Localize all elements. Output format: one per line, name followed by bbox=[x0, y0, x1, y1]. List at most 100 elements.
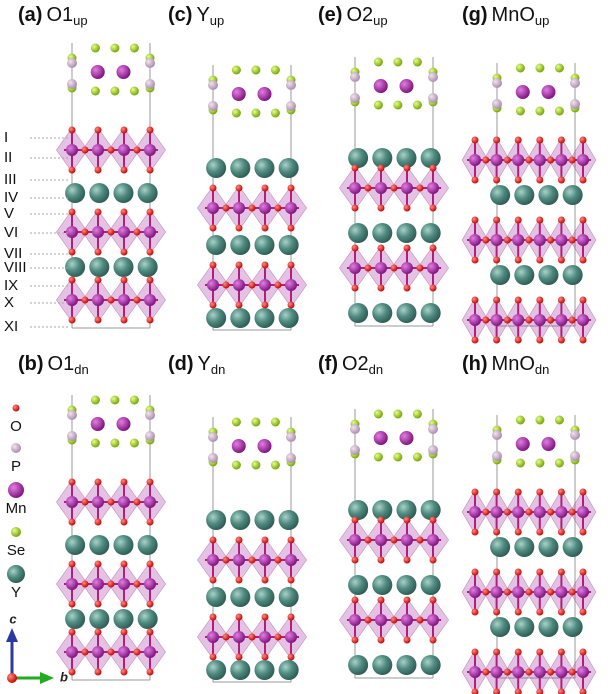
panel-title: (h)MnOdn bbox=[462, 353, 549, 377]
se-atom bbox=[535, 416, 544, 425]
o-atom bbox=[210, 654, 217, 661]
o-atom bbox=[515, 529, 522, 536]
p-atom bbox=[570, 430, 580, 440]
o-atom bbox=[262, 654, 269, 661]
o-atom bbox=[134, 229, 141, 236]
o-atom bbox=[121, 669, 128, 676]
o-atom bbox=[288, 302, 295, 309]
o-atom bbox=[210, 302, 217, 309]
o-atom bbox=[378, 597, 385, 604]
panel-title: (a)O1up bbox=[18, 4, 88, 28]
panel-label: (h) bbox=[462, 353, 488, 375]
mn-atom bbox=[512, 666, 524, 678]
legend-label: P bbox=[11, 458, 21, 475]
se-atom bbox=[413, 101, 422, 110]
mn-atom bbox=[233, 554, 245, 566]
se-atom bbox=[232, 418, 241, 427]
mn-atom bbox=[374, 431, 388, 445]
o-atom bbox=[288, 614, 295, 621]
y-atom bbox=[113, 183, 133, 203]
mn-atom bbox=[491, 586, 503, 598]
y-atom bbox=[279, 235, 299, 255]
panel-subscript: up bbox=[373, 13, 387, 28]
p-atom bbox=[286, 432, 296, 442]
mn-atom bbox=[555, 154, 567, 166]
se-atom bbox=[91, 87, 100, 96]
se-atom bbox=[232, 66, 241, 75]
y-atom bbox=[348, 303, 368, 323]
o-atom bbox=[223, 634, 230, 641]
o-atom bbox=[580, 569, 587, 576]
o-atom bbox=[526, 509, 533, 516]
mn-atom bbox=[207, 279, 219, 291]
o-atom bbox=[430, 205, 437, 212]
o-atom bbox=[580, 529, 587, 536]
se-atom bbox=[516, 107, 525, 116]
o-atom bbox=[352, 557, 359, 564]
o-atom bbox=[493, 649, 500, 656]
o-atom bbox=[275, 634, 282, 641]
y-atom bbox=[89, 257, 109, 277]
se-atom bbox=[110, 439, 119, 448]
o-atom bbox=[121, 561, 128, 568]
se-atom bbox=[110, 396, 119, 405]
o-atom bbox=[69, 317, 76, 324]
y-atom bbox=[65, 609, 85, 629]
o-atom bbox=[275, 205, 282, 212]
mn-atom bbox=[92, 496, 104, 508]
mn-atom bbox=[66, 646, 78, 658]
o-atom bbox=[236, 302, 243, 309]
o-atom bbox=[482, 157, 489, 164]
p-atom bbox=[428, 445, 438, 455]
p-atom bbox=[67, 410, 77, 420]
o-atom bbox=[352, 597, 359, 604]
panel-subscript: up bbox=[73, 13, 87, 28]
y-atom bbox=[563, 617, 583, 637]
y-atom bbox=[279, 587, 299, 607]
o-atom bbox=[482, 237, 489, 244]
o-atom bbox=[558, 137, 565, 144]
o-atom bbox=[236, 577, 243, 584]
o-atom bbox=[569, 589, 576, 596]
y-atom bbox=[254, 660, 274, 680]
mn-atom bbox=[534, 314, 546, 326]
y-atom bbox=[230, 158, 250, 178]
o-atom bbox=[378, 205, 385, 212]
o-atom bbox=[365, 185, 372, 192]
o-atom bbox=[223, 557, 230, 564]
mn-atom bbox=[577, 586, 589, 598]
se-atom bbox=[251, 109, 260, 118]
arrow-b bbox=[40, 672, 54, 684]
o-atom bbox=[580, 337, 587, 344]
mn-atom bbox=[469, 314, 481, 326]
o-atom bbox=[236, 614, 243, 621]
p-atom bbox=[428, 93, 438, 103]
o-atom bbox=[69, 669, 76, 676]
o-atom bbox=[95, 167, 102, 174]
o-atom bbox=[493, 337, 500, 344]
o-atom bbox=[558, 177, 565, 184]
se-atom bbox=[555, 107, 564, 116]
mn-atom bbox=[427, 182, 439, 194]
o-atom bbox=[536, 649, 543, 656]
mn-atom bbox=[92, 144, 104, 156]
o-atom bbox=[352, 637, 359, 644]
o-atom bbox=[69, 519, 76, 526]
o-atom bbox=[515, 297, 522, 304]
mn-atom bbox=[401, 182, 413, 194]
o-atom bbox=[95, 601, 102, 608]
o-atom bbox=[69, 127, 76, 134]
o-atom bbox=[430, 517, 437, 524]
o-atom bbox=[365, 537, 372, 544]
y-atom bbox=[206, 308, 226, 328]
o-atom bbox=[391, 185, 398, 192]
legend-label: Se bbox=[7, 542, 25, 559]
mn-atom bbox=[491, 314, 503, 326]
mn-atom bbox=[516, 437, 530, 451]
o-atom bbox=[404, 205, 411, 212]
o-atom bbox=[262, 262, 269, 269]
o-atom bbox=[147, 167, 154, 174]
o-atom bbox=[536, 297, 543, 304]
o-atom bbox=[482, 317, 489, 324]
se-atom bbox=[374, 410, 383, 419]
